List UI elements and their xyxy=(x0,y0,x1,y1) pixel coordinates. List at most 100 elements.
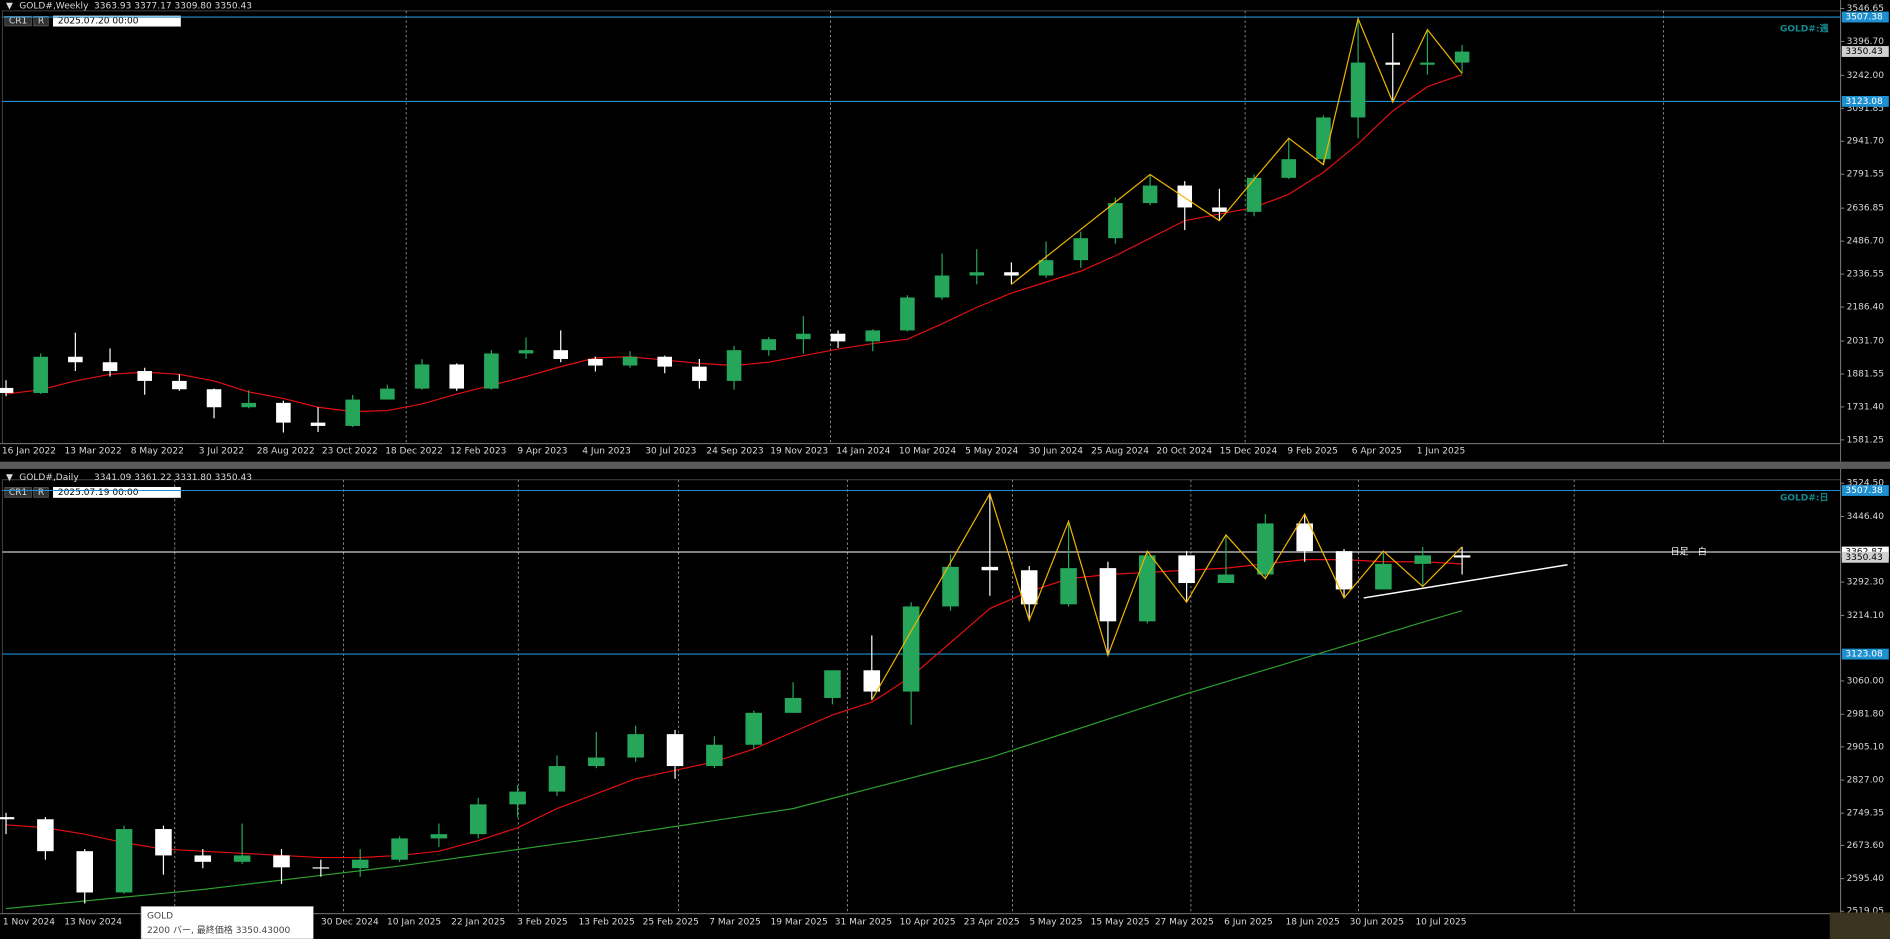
r-box xyxy=(33,15,49,27)
price-tag-label: 3507.38 xyxy=(1845,13,1883,23)
candle-body xyxy=(1060,568,1077,605)
candle-body xyxy=(1177,185,1193,208)
candle-body xyxy=(1038,260,1054,276)
candle-body xyxy=(1178,555,1195,584)
last-price-label: 3350.43 xyxy=(1845,553,1883,563)
y-tick-label: 3242.00 xyxy=(1847,71,1885,81)
chart-symbol: GOLD#,Weekly xyxy=(19,2,89,12)
last-price-tag xyxy=(1841,46,1889,57)
trendline xyxy=(1363,564,1568,599)
cr-box xyxy=(4,487,32,498)
price-tag xyxy=(1841,485,1889,496)
candle-body xyxy=(969,272,985,276)
y-tick-label: 2749.35 xyxy=(1847,809,1884,819)
x-tick-label: 22 Jan 2025 xyxy=(451,918,505,928)
x-tick-label: 19 Mar 2025 xyxy=(771,918,828,928)
candle-body xyxy=(233,855,251,862)
x-tick-label: 1 Nov 2024 xyxy=(3,918,55,928)
y-tick-label: 1581.25 xyxy=(1847,435,1884,445)
candle-body xyxy=(102,362,118,372)
candle-body xyxy=(68,356,83,363)
x-tick-label: 6 Apr 2025 xyxy=(1352,446,1402,456)
candle-body xyxy=(942,566,959,607)
x-tick-label: 30 Jun 2025 xyxy=(1350,918,1404,928)
y-tick-label: 2636.85 xyxy=(1847,204,1884,214)
candle-body xyxy=(37,819,54,852)
y-tick-label: 2186.40 xyxy=(1847,303,1885,313)
candle-body xyxy=(518,350,534,354)
x-tick-label: 12 Feb 2023 xyxy=(450,446,506,456)
candle-body xyxy=(312,867,330,869)
ohlc-text: 3341.09 3361.22 3331.80 3350.43 xyxy=(94,473,252,483)
price-tag-label: 3123.08 xyxy=(1845,97,1883,107)
candle-body xyxy=(0,817,15,820)
x-tick-label: 3 Feb 2025 xyxy=(517,918,567,928)
tooltip-box xyxy=(140,906,314,939)
candle-body xyxy=(391,838,408,860)
candle-body xyxy=(155,829,172,856)
x-tick-label: 30 Jul 2023 xyxy=(645,446,696,456)
y-tick-label: 3091.85 xyxy=(1847,104,1884,114)
candle-body xyxy=(310,422,326,426)
x-tick-label: 13 Mar 2022 xyxy=(64,446,121,456)
y-tick-label: 3060.00 xyxy=(1847,676,1885,686)
y-tick-label: 1731.40 xyxy=(1847,402,1885,412)
candle-body xyxy=(1296,523,1313,552)
candle-body xyxy=(470,804,487,835)
x-tick-label: 25 Aug 2024 xyxy=(1091,446,1149,456)
x-tick-label: 18 Dec 2022 xyxy=(385,446,443,456)
zigzag xyxy=(871,492,1463,701)
candle-body xyxy=(863,670,881,692)
candle-body xyxy=(706,744,723,767)
candle-body xyxy=(33,356,48,393)
x-tick-label: 18 Jun 2025 xyxy=(1285,918,1339,928)
header-arrow: ▼ xyxy=(6,473,13,483)
candle-body xyxy=(627,734,644,758)
x-tick-label: 30 Jun 2024 xyxy=(1029,446,1084,456)
candle-body xyxy=(1385,62,1401,65)
candle-body xyxy=(900,297,915,331)
zigzag xyxy=(1011,16,1463,285)
x-tick-label: 23 Oct 2022 xyxy=(322,446,378,456)
x-tick-label: 7 Mar 2025 xyxy=(709,918,761,928)
y-tick-label: 2905.10 xyxy=(1847,742,1885,752)
y-tick-label: 3396.70 xyxy=(1847,37,1885,47)
ohlc-text: 3363.93 3377.17 3309.80 3350.43 xyxy=(94,2,252,12)
candle-body xyxy=(796,333,811,340)
x-tick-label: 31 Mar 2025 xyxy=(835,918,892,928)
x-tick-label: 24 Sep 2023 xyxy=(706,446,763,456)
date-box-text: 2025.07.20 00:00 xyxy=(58,17,139,27)
candle-body xyxy=(1020,570,1038,605)
x-tick-label: 10 Jan 2025 xyxy=(387,918,441,928)
candle-body xyxy=(1350,62,1366,118)
candle-body xyxy=(784,697,802,713)
candle-body xyxy=(76,851,93,893)
candle-body xyxy=(726,350,742,381)
x-tick-label: 5 May 2025 xyxy=(1029,918,1082,928)
y-tick-label: 2519.05 xyxy=(1847,907,1884,917)
candle-body xyxy=(345,399,360,426)
candle-body xyxy=(745,712,763,745)
x-tick-label: 5 May 2024 xyxy=(965,446,1018,456)
tooltip-text: 2200 バー, 最終価格 3350.43000 xyxy=(147,924,290,936)
candle-body xyxy=(509,791,526,805)
x-tick-label: 25 Feb 2025 xyxy=(643,918,699,928)
y-tick-label: 2791.55 xyxy=(1847,170,1884,180)
candle-body xyxy=(1004,272,1019,276)
candle-body xyxy=(380,388,395,400)
x-tick-label: 3 Jul 2022 xyxy=(199,446,244,456)
x-tick-label: 13 Feb 2025 xyxy=(578,918,634,928)
candle-body xyxy=(1099,568,1117,622)
x-tick-label: 19 Nov 2023 xyxy=(770,446,828,456)
candle-body xyxy=(449,364,464,389)
date-box-text: 2025.07.19 00:00 xyxy=(58,488,139,498)
x-tick-label: 23 Apr 2025 xyxy=(964,918,1020,928)
x-tick-label: 10 Jul 2025 xyxy=(1415,918,1466,928)
candle-body xyxy=(934,275,950,298)
candle-body xyxy=(273,855,290,868)
x-tick-label: 9 Apr 2023 xyxy=(517,446,567,456)
x-tick-label: 6 Jun 2025 xyxy=(1224,918,1273,928)
header-arrow: ▼ xyxy=(6,2,13,12)
price-tag-label: 3123.08 xyxy=(1845,650,1883,660)
